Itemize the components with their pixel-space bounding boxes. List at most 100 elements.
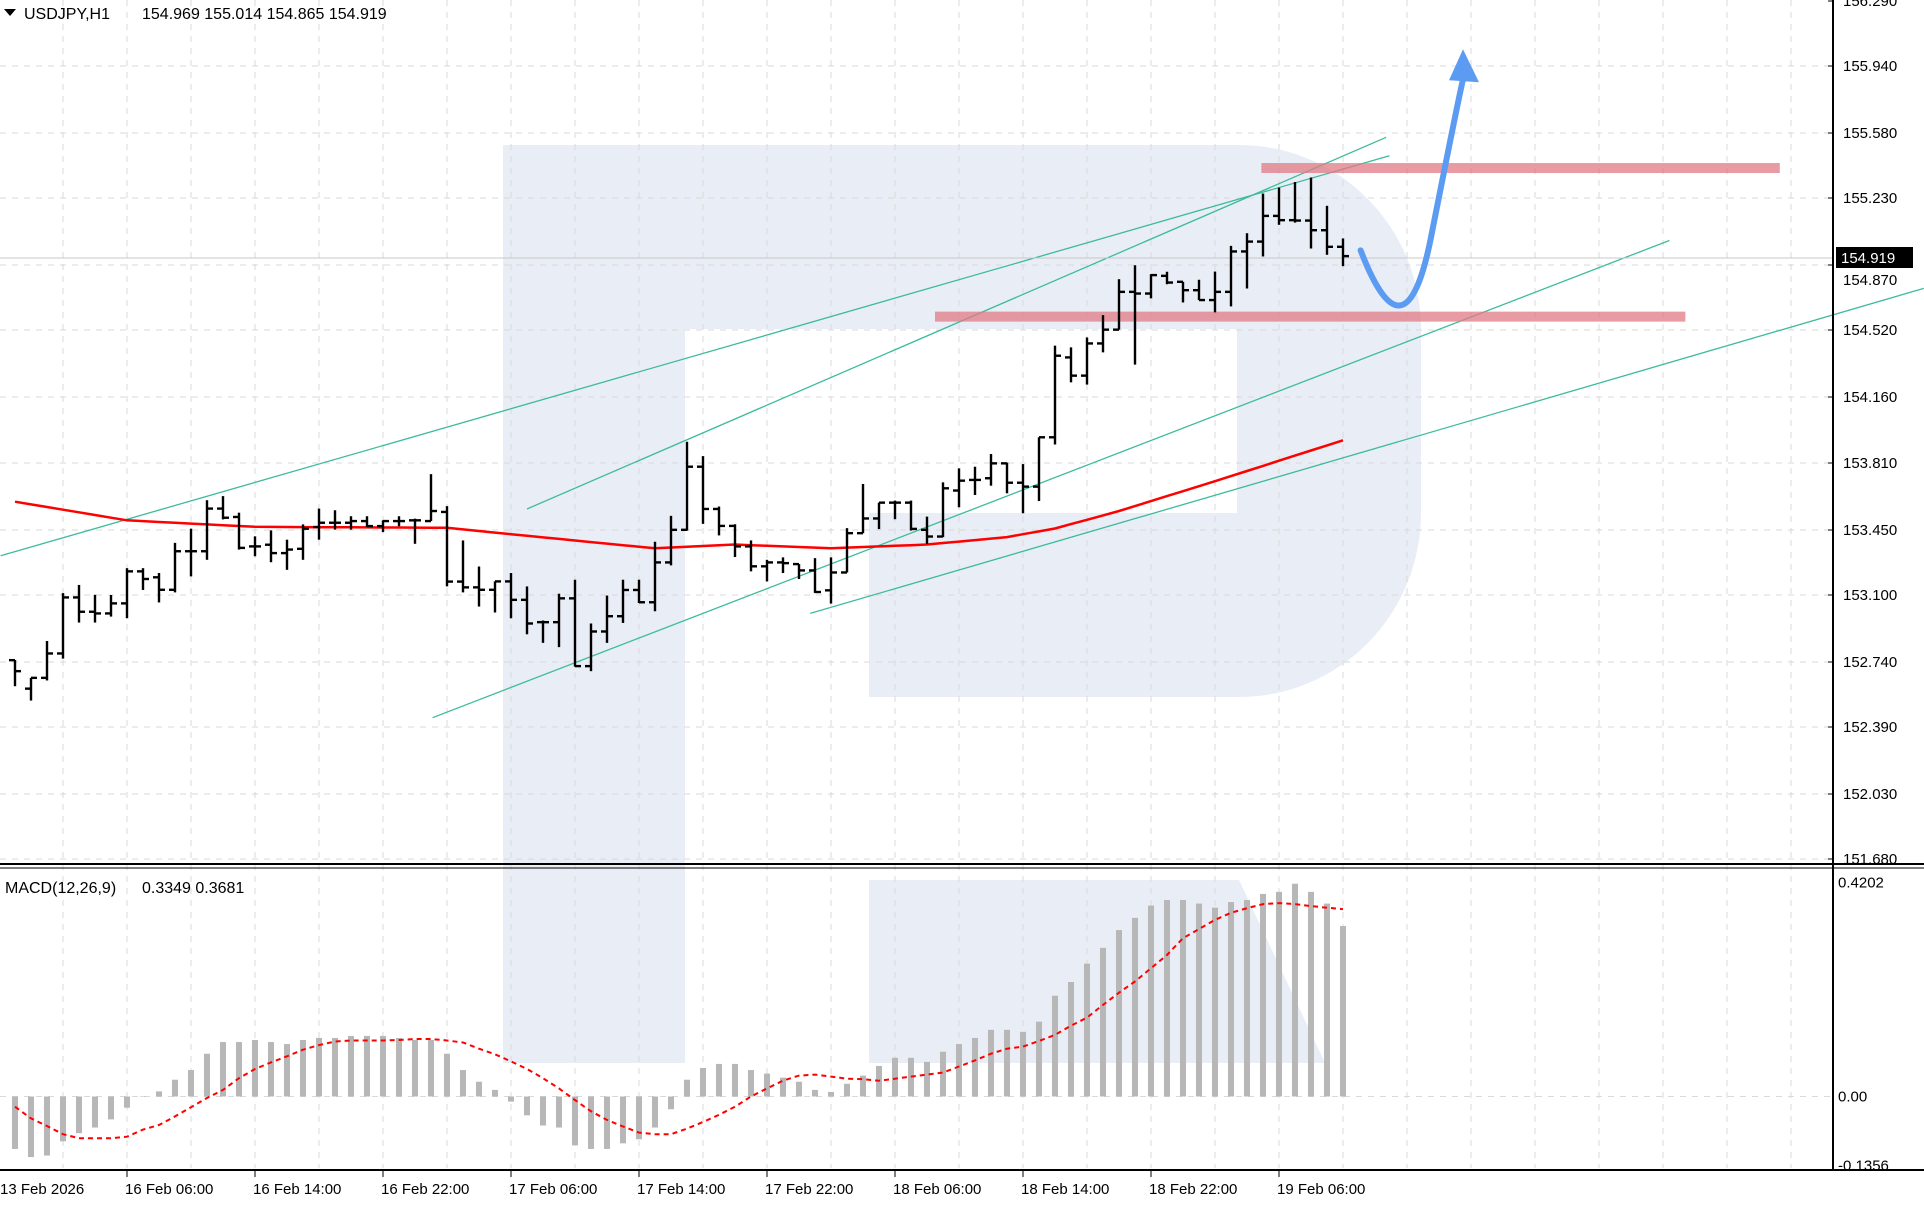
ohlc-bar: [745, 540, 757, 572]
time-tick-label: 16 Feb 22:00: [381, 1181, 469, 1198]
ohlc-bar: [425, 474, 437, 523]
support-resistance-zones: [935, 163, 1780, 322]
macd-histogram-bar: [668, 1096, 674, 1110]
ohlc-bar: [985, 454, 997, 486]
macd-histogram-bar: [1196, 903, 1202, 1097]
price-axis[interactable]: 156.290 155.940 155.580 155.230 154.870 154.5…: [1828, 0, 1897, 868]
forecast-arrow: [1357, 49, 1479, 309]
ohlc-bar: [633, 579, 645, 604]
forecast-arrow-path: [1357, 76, 1466, 309]
macd-histogram-bar: [1164, 900, 1170, 1097]
macd-histogram-bar: [1148, 905, 1154, 1097]
macd-histogram-bar: [1036, 1021, 1042, 1097]
time-axis[interactable]: 13 Feb 2026 16 Feb 06:00 16 Feb 14:00 16 Fe…: [0, 1170, 1365, 1198]
macd-histogram-bar: [940, 1051, 946, 1097]
price-tick-label: 153.810: [1843, 455, 1897, 472]
triangle-down-icon[interactable]: [4, 9, 16, 16]
price-tick-label: 154.160: [1843, 389, 1897, 406]
macd-histogram-bar: [524, 1096, 530, 1116]
price-tick-label: 155.230: [1843, 190, 1897, 207]
time-tick-label: 17 Feb 06:00: [509, 1181, 597, 1198]
ohlc-bar: [1049, 345, 1061, 445]
macd-histogram-bar: [700, 1067, 706, 1097]
ohlc-bar: [1305, 177, 1317, 249]
ohlc-bar: [1113, 279, 1125, 331]
macd-histogram-bar: [412, 1040, 418, 1097]
ohlc-bar: [1209, 271, 1221, 313]
macd-histogram-bar: [556, 1096, 562, 1128]
macd-histogram-bar: [332, 1037, 338, 1097]
macd-histogram-bar: [956, 1044, 962, 1097]
ohlc-bar: [841, 528, 853, 574]
ohlc-bar: [57, 593, 69, 659]
price-tick-label: 154.520: [1843, 322, 1897, 339]
ohlc-bar: [217, 496, 229, 520]
time-tick-label: 17 Feb 22:00: [765, 1181, 853, 1198]
macd-values: 0.3349 0.3681: [142, 880, 244, 897]
macd-histogram-bar: [860, 1075, 866, 1097]
price-tick-label: 153.100: [1843, 587, 1897, 604]
ohlc-bar: [73, 584, 85, 623]
macd-histogram-bar: [1324, 903, 1330, 1097]
macd-histogram-bar: [764, 1073, 770, 1097]
ohlc-bar: [1289, 182, 1301, 223]
ohlc-bar: [1017, 464, 1029, 514]
macd-header: MACD(12,26,9) 0.3349 0.3681: [5, 880, 244, 897]
macd-histogram-bar: [28, 1096, 34, 1158]
macd-histogram-bar: [812, 1089, 818, 1097]
price-tick-label: 153.450: [1843, 522, 1897, 539]
macd-histogram-bar: [172, 1079, 178, 1097]
ohlc-bar: [1001, 462, 1013, 494]
trendline: [526, 136, 1387, 510]
ohlc-bar: [201, 500, 213, 560]
macd-histogram-bar: [1308, 891, 1314, 1097]
macd-histogram-bar: [492, 1089, 498, 1097]
macd-histogram-bar: [1276, 891, 1282, 1097]
macd-histogram-bar: [1084, 963, 1090, 1097]
macd-tick-label: 0.4202: [1838, 875, 1884, 892]
ohlc-bar: [1225, 245, 1237, 307]
macd-panel: [12, 883, 1346, 1158]
macd-histogram-bar: [92, 1096, 98, 1128]
ohlc-bar: [1241, 233, 1253, 289]
ohlc-bar: [697, 456, 709, 524]
macd-histogram-bar: [124, 1096, 130, 1108]
macd-histogram-bar: [1004, 1029, 1010, 1097]
ohlc-bar: [281, 539, 293, 570]
ohlc-bar: [585, 623, 597, 672]
ohlc-bar: [969, 466, 981, 496]
ohlc-bar: [1273, 187, 1285, 225]
macd-histogram-bar: [188, 1070, 194, 1097]
ohlc-bar: [937, 482, 949, 538]
ohlc-bar: [473, 566, 485, 607]
ohlc-bar: [1193, 279, 1205, 302]
ohlc-bar: [441, 506, 453, 587]
time-tick-label: 18 Feb 06:00: [893, 1181, 981, 1198]
macd-histogram-bar: [380, 1035, 386, 1097]
macd-histogram-bar: [972, 1037, 978, 1097]
ohlc-bar: [377, 519, 389, 533]
macd-histogram-bar: [108, 1096, 114, 1120]
ohlc-bar: [681, 441, 693, 532]
ohlc-bar: [233, 512, 245, 550]
ohlc-bar: [825, 557, 837, 604]
macd-histogram-bar: [780, 1077, 786, 1097]
macd-histogram-bar: [428, 1040, 434, 1097]
macd-histogram-bar: [892, 1057, 898, 1097]
chart-header: USDJPY,H1 154.969 155.014 154.865 154.91…: [4, 6, 387, 23]
current-price-label: 154.919: [1836, 247, 1913, 268]
ohlc-bar: [665, 515, 677, 566]
price-tick-label: 154.870: [1843, 272, 1897, 289]
macd-histogram-bar: [396, 1037, 402, 1097]
ohlc-bar: [9, 658, 21, 687]
time-tick-label: 18 Feb 22:00: [1149, 1181, 1237, 1198]
macd-histogram-bar: [1052, 995, 1058, 1097]
price-bars: [9, 177, 1349, 701]
ohlc-bar: [777, 557, 789, 574]
ohlc-bar: [393, 516, 405, 527]
ohlc-bar: [329, 510, 341, 530]
current-price-value: 154.919: [1841, 250, 1895, 267]
macd-histogram-bar: [1068, 981, 1074, 1097]
price-tick-label: 152.740: [1843, 654, 1897, 671]
